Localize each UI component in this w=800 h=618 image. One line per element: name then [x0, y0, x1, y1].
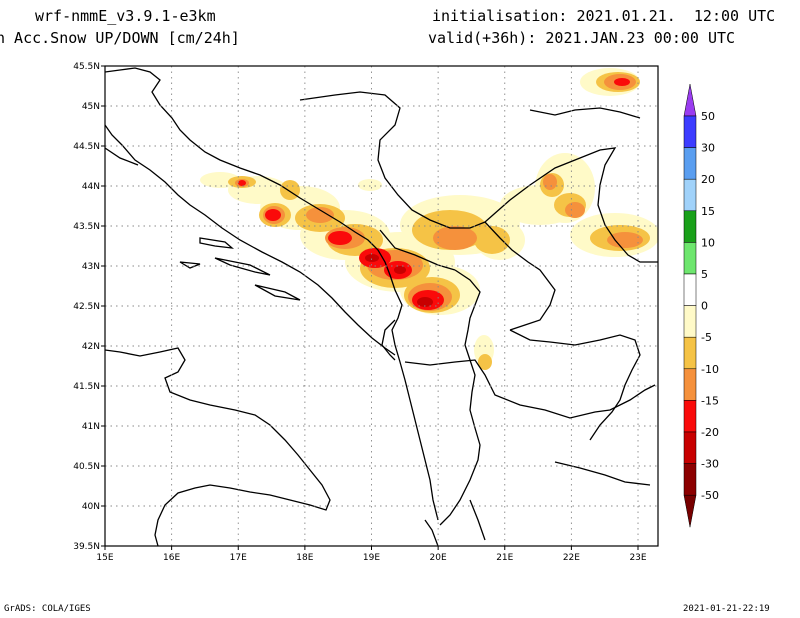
latitude-axis: 45.5N 45N 44.5N 44N 43.5N 43N 42.5N 42N 41.5N 41N…: [73, 62, 105, 552]
lon-tick-label: 17E: [230, 553, 247, 563]
colorbar-label: 15: [701, 205, 715, 218]
colorbar-swatch: [683, 400, 697, 433]
lat-tick-label: 40N: [82, 502, 100, 512]
colorbar-label: -10: [701, 363, 719, 376]
lat-tick-label: 42N: [82, 342, 100, 352]
colorbar-swatch: [683, 336, 697, 370]
lon-tick-label: 23E: [629, 553, 646, 563]
lat-tick-label: 44.5N: [73, 142, 100, 152]
colorbar-bottom-arrow: [683, 494, 697, 528]
lat-tick-label: 39.5N: [73, 542, 100, 552]
colorbar-swatch: [683, 305, 697, 338]
lat-tick-label: 44N: [82, 182, 100, 192]
lat-tick-label: 41.5N: [73, 382, 100, 392]
colorbar-label: 20: [701, 173, 715, 186]
colorbar-swatch: [683, 273, 697, 306]
lon-tick-label: 18E: [296, 553, 313, 563]
colorbar-swatch: [683, 115, 697, 148]
lon-tick-label: 15E: [96, 553, 113, 563]
snow-extreme: [365, 254, 433, 307]
lat-tick-label: 43N: [82, 262, 100, 272]
footer-timestamp: 2021-01-21-22:19: [683, 604, 770, 614]
lon-tick-label: 19E: [363, 553, 380, 563]
colorbar-swatch: [683, 210, 697, 243]
longitude-axis: 15E 16E 17E 18E 19E 20E 21E 22E 23E: [96, 546, 647, 563]
snow-fields: [200, 68, 658, 370]
lat-tick-label: 40.5N: [73, 462, 100, 472]
lat-tick-label: 41N: [82, 422, 100, 432]
colorbar-swatch: [683, 463, 697, 496]
lon-tick-label: 21E: [496, 553, 513, 563]
footer-credit: GrADS: COLA/IGES: [4, 604, 91, 614]
lon-tick-label: 20E: [430, 553, 447, 563]
colorbar-swatch: [683, 431, 697, 464]
colorbar-swatch: [683, 178, 697, 212]
colorbar-swatch: [683, 368, 697, 401]
lat-tick-label: 42.5N: [73, 302, 100, 312]
colorbar-swatch: [683, 147, 697, 180]
colorbar-label: -15: [701, 394, 719, 407]
colorbar-label: -5: [701, 331, 712, 344]
lon-tick-label: 16E: [163, 553, 180, 563]
gridlines: [105, 66, 658, 546]
colorbar-label: 10: [701, 236, 715, 249]
valid-time: valid(+36h): 2021.JAN.23 00:00 UTC: [428, 29, 736, 47]
initialisation-time: initialisation: 2021.01.21. 12:00 UTC: [432, 7, 776, 25]
coastlines-borders: [105, 67, 658, 546]
colorbar-label: 30: [701, 142, 715, 155]
field-title: n Acc.Snow UP/DOWN [cm/24h]: [0, 29, 240, 47]
colorbar-label: 50: [701, 110, 715, 123]
colorbar-label: 5: [701, 268, 708, 281]
colorbar-label: -50: [701, 489, 719, 502]
colorbar-top-arrow: [683, 83, 697, 117]
colorbar-label: -20: [701, 426, 719, 439]
lat-tick-label: 45.5N: [73, 62, 100, 72]
model-title: wrf-nmmE_v3.9.1-e3km: [35, 7, 216, 25]
lat-tick-label: 43.5N: [73, 222, 100, 232]
colorbar-label: 0: [701, 300, 708, 313]
lon-tick-label: 22E: [563, 553, 580, 563]
colorbar-label: -30: [701, 458, 719, 471]
lat-tick-label: 45N: [82, 102, 100, 112]
colorbar-swatch: [683, 242, 697, 275]
